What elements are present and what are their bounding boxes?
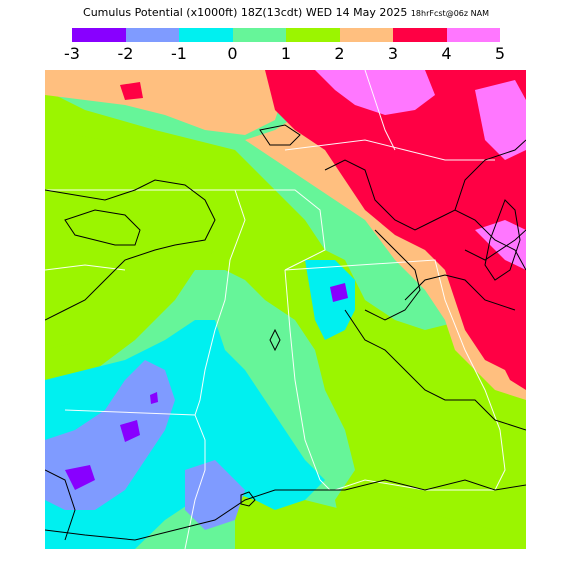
- map-title: Cumulus Potential (x1000ft) 18Z(13cdt) W…: [0, 6, 572, 19]
- legend-tick-label: 1: [280, 44, 292, 63]
- contour-6: [454, 139, 526, 211]
- field-blue-southwest-2: [185, 460, 245, 530]
- legend-tick-label: -1: [171, 44, 187, 63]
- boundary-line-8: [284, 139, 495, 161]
- contour-5: [364, 229, 421, 321]
- state-boundaries: [45, 70, 506, 549]
- legend-swatch-6: [393, 28, 447, 42]
- boundary-line-9: [364, 70, 396, 151]
- title-main: Cumulus Potential (x1000ft) 18Z(13cdt) W…: [83, 6, 408, 19]
- contour-1: [45, 179, 216, 321]
- contour-lines: [45, 124, 526, 541]
- map-canvas: [45, 70, 526, 549]
- field-pink-northeast: [475, 80, 526, 160]
- field-purple-2: [120, 420, 140, 442]
- title-forecast-info: 18hrFcst@06z NAM: [410, 9, 489, 18]
- field-purple-3: [330, 283, 348, 302]
- legend-tick-label: 5: [494, 44, 506, 63]
- boundary-line-6: [284, 259, 506, 491]
- field-orange-northwest: [45, 70, 285, 135]
- contour-14: [269, 328, 281, 352]
- contour-10: [45, 469, 76, 541]
- legend-swatch-5: [339, 28, 393, 42]
- legend-swatch-4: [286, 28, 340, 42]
- contour-2: [64, 209, 141, 246]
- legend-swatch-0: [72, 28, 126, 42]
- contour-9: [464, 229, 526, 261]
- contour-8: [404, 274, 516, 311]
- boundary-line-2: [194, 189, 246, 416]
- field-purple-1: [65, 465, 95, 490]
- contour-7: [344, 309, 526, 431]
- field-red-speck: [120, 82, 143, 100]
- boundary-line-4: [235, 189, 326, 271]
- legend-tick-label: 3: [387, 44, 399, 63]
- field-red-east: [495, 310, 526, 390]
- legend-swatch-2: [179, 28, 233, 42]
- legend-tick-label: 0: [227, 44, 238, 63]
- contour-4: [324, 159, 526, 271]
- contour-11: [305, 479, 526, 491]
- boundary-line-5: [284, 269, 331, 491]
- field-purple-4: [150, 392, 158, 404]
- field-green-upper-left: [45, 130, 245, 350]
- legend-tick-label: -3: [64, 44, 80, 63]
- contour-15: [484, 199, 521, 281]
- legend-tick-label: 2: [334, 44, 345, 63]
- legend-swatch-3: [232, 28, 286, 42]
- legend-swatch-1: [125, 28, 179, 42]
- field-cyan-center: [305, 260, 355, 340]
- weather-map: [45, 70, 526, 549]
- contour-3: [259, 124, 301, 146]
- boundary-line-3: [64, 409, 206, 549]
- boundary-line-7: [334, 479, 465, 491]
- legend-swatch-7: [446, 28, 500, 42]
- color-legend-ticks: -3 -2 -1 0 1 2 3 4 5: [0, 44, 572, 64]
- legend-tick-label: 4: [441, 44, 452, 63]
- legend-tick-label: -2: [117, 44, 134, 63]
- boundary-line-10: [45, 264, 126, 271]
- field-green-south: [235, 480, 526, 549]
- field-pink-north: [315, 70, 435, 115]
- color-legend-bar: [72, 28, 500, 42]
- contour-13: [240, 491, 256, 507]
- contour-12: [45, 489, 305, 541]
